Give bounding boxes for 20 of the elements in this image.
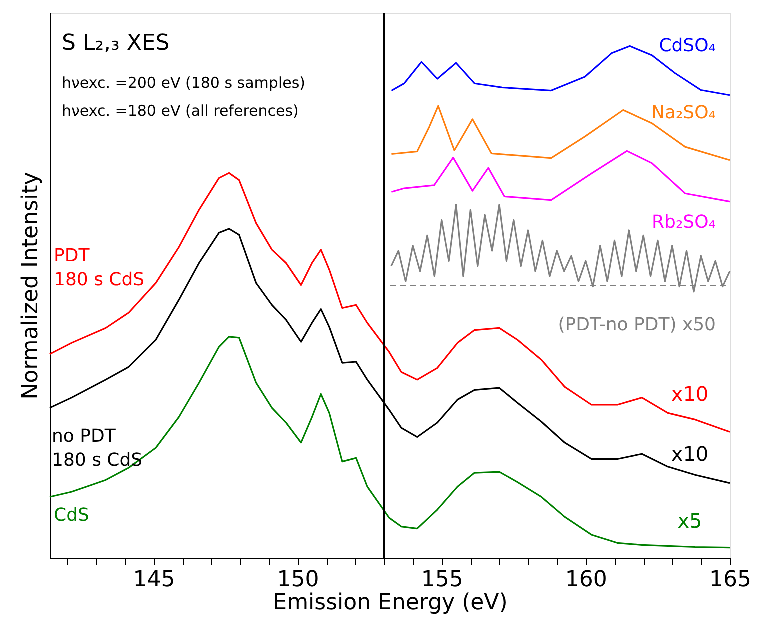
series-label: PDT 180 s CdS [54,245,145,290]
x-tick-label: 160 [565,568,608,592]
x-tick-label: 145 [133,568,176,592]
annotation: x10 [671,382,709,406]
series-label: CdSO₄ [659,35,716,56]
x-tick-label: 165 [710,568,752,592]
series-label: Rb₂SO₄ [652,212,716,233]
x-tick-label: 155 [421,568,464,592]
x-tick-label: 150 [277,568,320,592]
series-label: no PDT 180 s CdS [52,426,143,472]
annotation: hνexc. =180 eV (all references) [62,102,299,120]
annotation: x10 [671,442,709,466]
series-label: Na₂SO₄ [651,102,716,124]
y-axis-title: Normalized Intensity [18,172,44,400]
series-label: (PDT-no PDT) x50 [558,314,716,336]
chart-title: S L₂,₃ XES [62,31,170,56]
series-label: CdS [54,505,90,526]
annotation: x5 [678,509,702,533]
x-axis-title: Emission Energy (eV) [273,590,508,616]
annotation: hνexc. =200 eV (180 s samples) [62,74,306,92]
